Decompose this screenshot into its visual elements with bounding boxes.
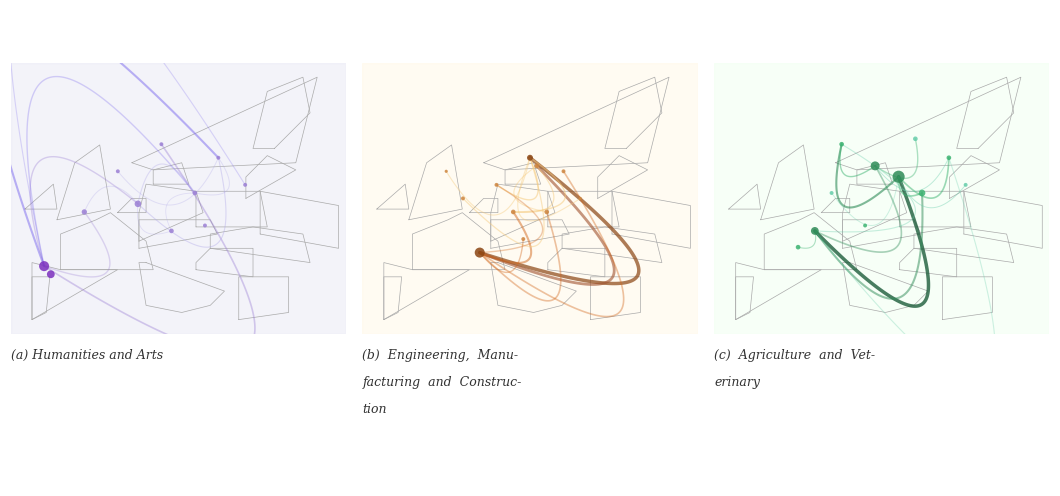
Point xyxy=(833,140,850,148)
Point xyxy=(856,222,873,230)
Text: erinary: erinary xyxy=(714,376,760,389)
Point xyxy=(890,173,907,181)
Point xyxy=(36,262,53,270)
Point xyxy=(76,208,93,216)
Point xyxy=(867,162,884,170)
Point xyxy=(914,189,931,197)
Text: (c)  Agriculture  and  Vet-: (c) Agriculture and Vet- xyxy=(714,349,876,362)
Point xyxy=(515,235,532,243)
Text: tion: tion xyxy=(363,403,387,416)
Point xyxy=(153,140,170,148)
Point xyxy=(187,189,204,197)
Point xyxy=(42,270,59,278)
Point xyxy=(472,248,489,256)
Text: (b)  Engineering,  Manu-: (b) Engineering, Manu- xyxy=(363,349,518,362)
Point xyxy=(196,222,213,230)
Point xyxy=(488,181,505,189)
Point xyxy=(907,135,924,143)
Point xyxy=(940,154,957,162)
Point xyxy=(438,167,455,175)
Point xyxy=(538,208,555,216)
Point xyxy=(505,208,522,216)
Point xyxy=(129,200,146,208)
Point xyxy=(807,227,824,235)
Point xyxy=(163,227,180,235)
Point xyxy=(555,167,572,175)
Point xyxy=(109,167,126,175)
Point xyxy=(522,154,538,162)
Text: (a) Humanities and Arts: (a) Humanities and Arts xyxy=(11,349,163,362)
Point xyxy=(236,181,253,189)
Point xyxy=(957,181,974,189)
Point xyxy=(210,154,227,162)
Point xyxy=(455,194,472,202)
Point xyxy=(528,162,545,170)
Point xyxy=(824,189,841,197)
Point xyxy=(571,194,588,202)
Point xyxy=(790,243,807,251)
Text: facturing  and  Construc-: facturing and Construc- xyxy=(363,376,522,389)
